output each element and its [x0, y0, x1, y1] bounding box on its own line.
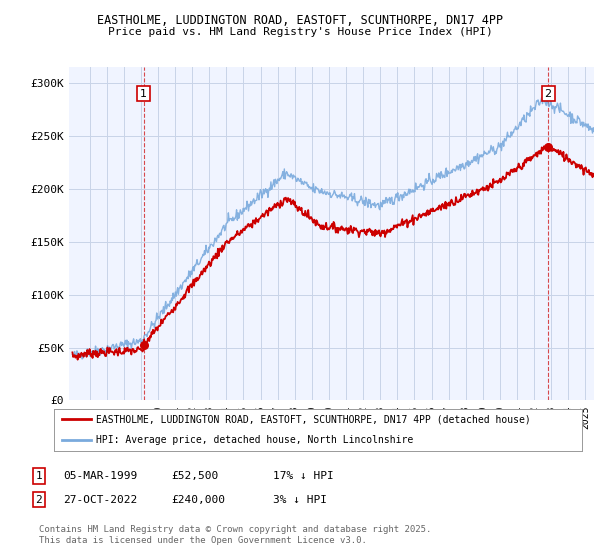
Text: 17% ↓ HPI: 17% ↓ HPI — [273, 471, 334, 481]
Text: Contains HM Land Registry data © Crown copyright and database right 2025.
This d: Contains HM Land Registry data © Crown c… — [39, 525, 431, 545]
Text: 2: 2 — [35, 494, 43, 505]
Text: 05-MAR-1999: 05-MAR-1999 — [63, 471, 137, 481]
Text: HPI: Average price, detached house, North Lincolnshire: HPI: Average price, detached house, Nort… — [96, 435, 413, 445]
Text: 27-OCT-2022: 27-OCT-2022 — [63, 494, 137, 505]
Text: EASTHOLME, LUDDINGTON ROAD, EASTOFT, SCUNTHORPE, DN17 4PP (detached house): EASTHOLME, LUDDINGTON ROAD, EASTOFT, SCU… — [96, 414, 531, 424]
Text: £52,500: £52,500 — [171, 471, 218, 481]
Text: £240,000: £240,000 — [171, 494, 225, 505]
Text: 1: 1 — [35, 471, 43, 481]
Text: 3% ↓ HPI: 3% ↓ HPI — [273, 494, 327, 505]
Text: 2: 2 — [545, 88, 552, 99]
Text: Price paid vs. HM Land Registry's House Price Index (HPI): Price paid vs. HM Land Registry's House … — [107, 27, 493, 37]
Text: EASTHOLME, LUDDINGTON ROAD, EASTOFT, SCUNTHORPE, DN17 4PP: EASTHOLME, LUDDINGTON ROAD, EASTOFT, SCU… — [97, 14, 503, 27]
Text: 1: 1 — [140, 88, 147, 99]
